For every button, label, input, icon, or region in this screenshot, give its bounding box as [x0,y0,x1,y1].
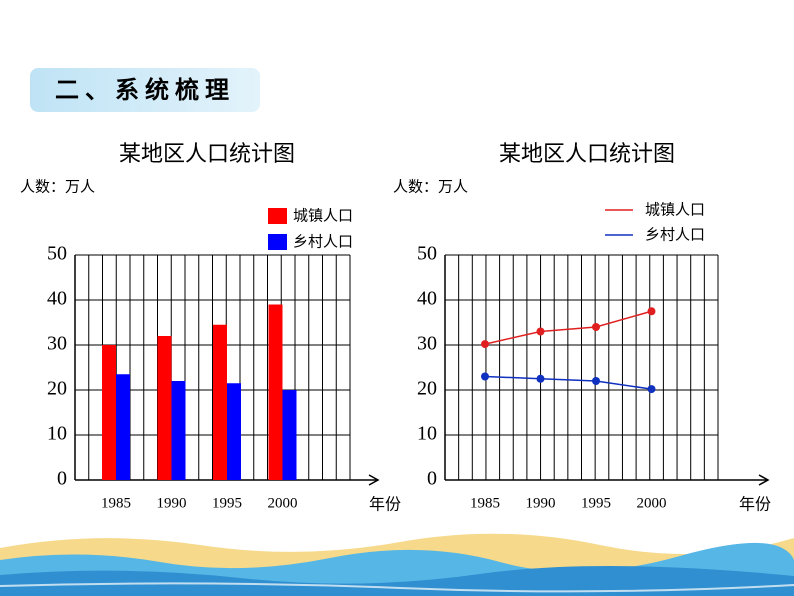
chart-title: 某地区人口统计图 [499,142,675,167]
y-axis-label: 人数：万人 [393,178,468,196]
x-tick-label: 2000 [637,495,667,511]
bar [268,304,283,480]
x-axis-arrow [368,474,380,486]
x-tick-label: 1990 [526,495,556,511]
x-tick-label: 1995 [581,495,611,511]
header-box [30,68,260,112]
y-tick-label: 20 [47,378,67,400]
chart-title: 某地区人口统计图 [119,142,295,167]
legend-swatch [268,208,287,224]
bar [157,336,172,480]
y-tick-label: 50 [47,243,67,265]
y-tick-label: 50 [417,243,437,265]
y-tick-label: 20 [417,378,437,400]
legend-label: 城镇人口 [293,207,353,225]
point [647,307,656,316]
y-tick-label: 30 [417,333,437,355]
point [536,374,545,383]
legend-label: 乡村人口 [645,226,705,244]
y-tick-label: 0 [427,468,437,490]
header-title: 二、系统梳理 [55,76,235,104]
point [592,377,600,385]
x-axis-label: 年份 [369,495,401,514]
point [647,385,656,394]
y-tick-label: 10 [417,423,437,445]
y-axis-label: 人数：万人 [20,178,95,196]
y-tick-label: 30 [47,333,67,355]
bar [102,345,116,480]
series-line [484,310,652,345]
legend-label: 乡村人口 [293,233,353,251]
legend-swatch [268,234,287,250]
bar [116,374,130,480]
y-tick-label: 0 [57,468,67,490]
point [592,323,600,331]
x-tick-label: 1995 [212,495,242,511]
bar [171,381,186,480]
y-tick-label: 40 [417,288,437,310]
y-tick-label: 40 [47,288,67,310]
series-line [484,375,652,390]
point [481,340,489,349]
x-tick-label: 1985 [470,495,500,511]
y-tick-label: 10 [47,423,67,445]
bottom-decoration [0,533,794,596]
x-axis-arrow [758,474,770,486]
bar [213,324,227,480]
x-tick-label: 1990 [157,495,187,511]
x-tick-label: 1985 [101,495,131,511]
point [481,372,489,381]
point [536,327,545,336]
x-axis-label: 年份 [739,495,771,514]
bar [227,383,241,480]
x-tick-label: 2000 [268,495,298,511]
bar [282,390,297,480]
legend-label: 城镇人口 [645,201,705,219]
